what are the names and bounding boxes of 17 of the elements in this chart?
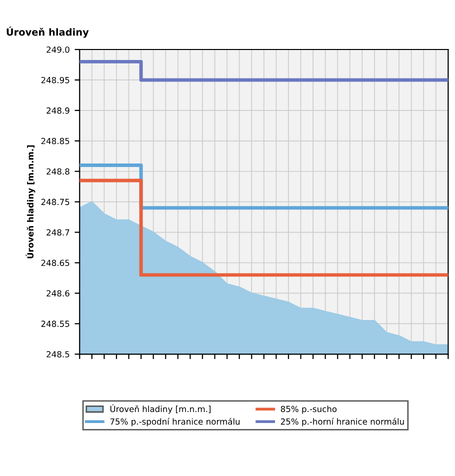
y-tick-label: 248.5 xyxy=(46,351,70,358)
y-tick-label: 248.55 xyxy=(41,320,70,327)
y-tick-label: 248.8 xyxy=(46,168,70,175)
y-axis-title: Úroveň hladiny [m.n.m.] xyxy=(26,145,36,258)
chart-title: Úroveň hladiny xyxy=(6,26,89,38)
legend-label: 25% p.-horní hranice normálu xyxy=(280,418,404,426)
y-tick-label: 248.85 xyxy=(41,138,70,144)
y-tick-label: 248.7 xyxy=(46,229,70,236)
legend-label: 85% p.-sucho xyxy=(280,406,337,414)
y-tick-label: 249.0 xyxy=(46,46,70,53)
legend-label: 75% p.-spodní hranice normálu xyxy=(110,418,240,426)
y-tick-label: 248.65 xyxy=(41,260,70,266)
y-tick-label: 248.9 xyxy=(46,107,70,114)
y-tick-label: 248.95 xyxy=(41,76,70,84)
y-tick-label: 248.75 xyxy=(41,198,70,206)
y-tick-label: 248.6 xyxy=(46,290,70,296)
legend-label: Úroveň hladiny [m.n.m.] xyxy=(110,404,211,414)
